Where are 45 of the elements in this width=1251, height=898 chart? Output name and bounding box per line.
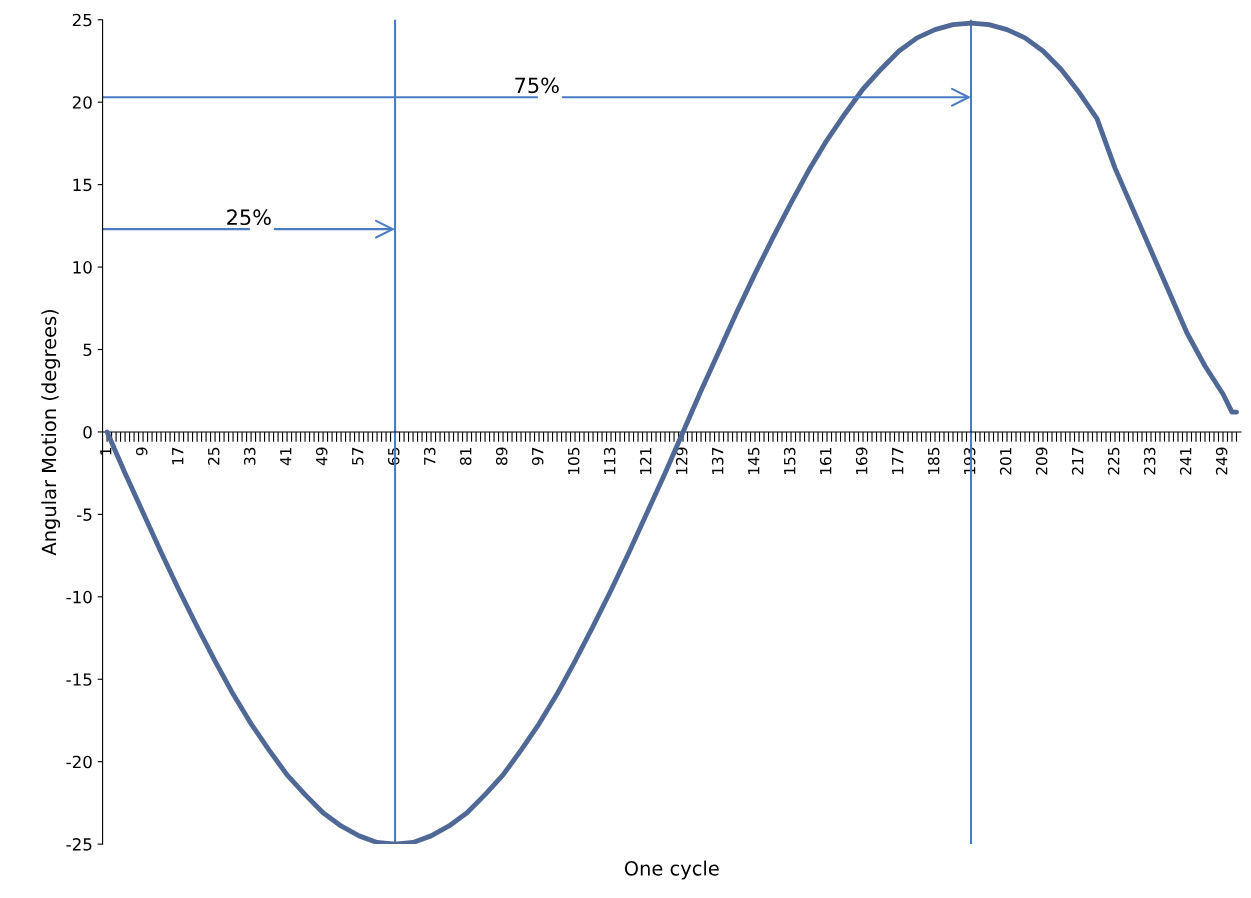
x-tick-label: 201 xyxy=(999,447,1012,475)
x-axis-title: One cycle xyxy=(624,860,719,880)
annotation: 25% xyxy=(227,209,271,226)
x-tick-label: 73 xyxy=(423,447,436,465)
x-tick-label: 209 xyxy=(1035,447,1048,475)
x-tick-label: 145 xyxy=(748,447,760,474)
x-tick-label: 185 xyxy=(927,447,940,474)
x-tick-label: 161 xyxy=(819,447,832,474)
x-tick-label: 217 xyxy=(1071,447,1084,475)
y-axis-title: Angular Motion (degrees) xyxy=(41,309,61,556)
y-tick-label: -20 xyxy=(66,755,92,769)
x-tick-label: 177 xyxy=(892,447,904,474)
x-tick-label: 233 xyxy=(1143,447,1156,475)
x-tick-label: 241 xyxy=(1179,447,1192,475)
x-tick-label: 225 xyxy=(1107,447,1120,475)
y-tick-label: -25 xyxy=(66,838,92,851)
x-tick-label: 1 xyxy=(100,447,112,455)
x-tick-label: 249 xyxy=(1215,447,1228,475)
x-tick-label: 137 xyxy=(711,447,724,474)
y-tick-label: -5 xyxy=(77,508,92,521)
x-tick-label: 105 xyxy=(567,447,580,474)
x-tick-label: 81 xyxy=(459,447,472,465)
x-tick-label: 57 xyxy=(352,447,364,465)
y-tick-label: 5 xyxy=(83,343,92,357)
x-tick-label: 153 xyxy=(783,447,796,474)
x-tick-label: 41 xyxy=(280,447,292,466)
y-tick-label: 20 xyxy=(72,96,92,109)
annotation: 75% xyxy=(515,77,559,94)
x-tick-label: 9 xyxy=(135,447,148,456)
x-tick-label: 33 xyxy=(243,447,256,465)
x-tick-label: 89 xyxy=(495,447,508,465)
x-tick-label: 25 xyxy=(207,447,220,465)
y-tick-label: 25 xyxy=(72,13,92,27)
x-tick-label: 49 xyxy=(315,447,328,466)
x-tick-label: 97 xyxy=(531,447,544,465)
y-tick-label: 0 xyxy=(83,425,92,439)
y-tick-label: 10 xyxy=(73,261,92,274)
y-tick-label: -10 xyxy=(66,590,92,604)
x-tick-label: 113 xyxy=(603,447,616,474)
y-tick-label: 15 xyxy=(73,178,92,192)
x-tick-label: 121 xyxy=(639,447,652,474)
x-tick-label: 17 xyxy=(172,447,184,465)
x-tick-label: 169 xyxy=(855,447,868,474)
x-tick-label: 129 xyxy=(675,447,688,474)
y-tick-label: -15 xyxy=(66,673,92,686)
